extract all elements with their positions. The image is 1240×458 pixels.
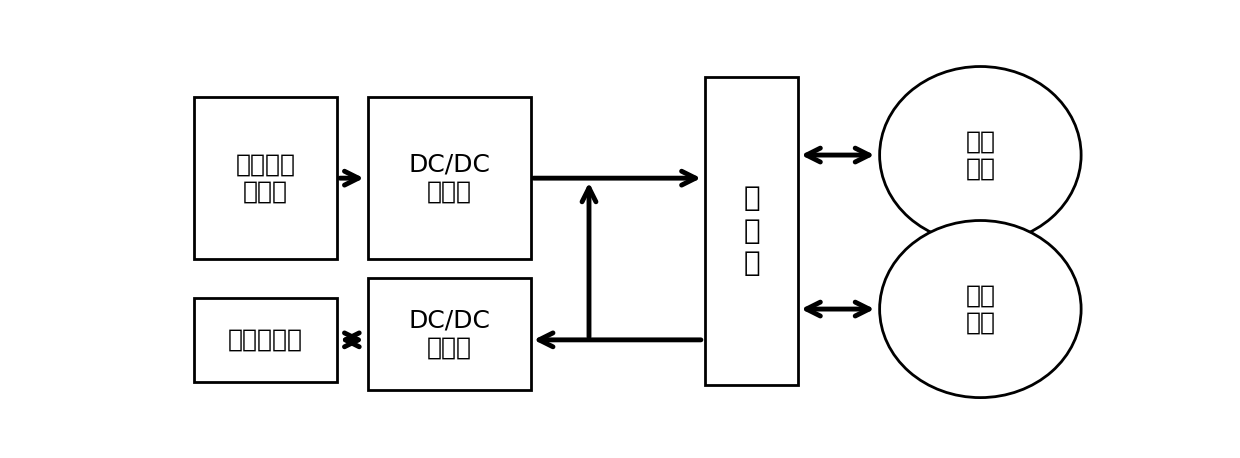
Text: 动力蓄电池: 动力蓄电池 xyxy=(228,328,303,352)
Text: 交流
电机: 交流 电机 xyxy=(966,283,996,335)
Bar xyxy=(706,76,799,385)
Text: DC/DC
变换器: DC/DC 变换器 xyxy=(408,308,491,360)
Text: 交流
电机: 交流 电机 xyxy=(966,129,996,181)
Ellipse shape xyxy=(879,66,1081,244)
Bar xyxy=(193,97,337,259)
Ellipse shape xyxy=(879,220,1081,398)
Text: 燃料电池
发动机: 燃料电池 发动机 xyxy=(236,152,295,204)
Bar xyxy=(193,298,337,382)
Text: DC/DC
变换器: DC/DC 变换器 xyxy=(408,152,491,204)
Bar xyxy=(368,97,531,259)
Bar xyxy=(368,278,531,390)
Text: 逆
变
器: 逆 变 器 xyxy=(744,184,760,277)
